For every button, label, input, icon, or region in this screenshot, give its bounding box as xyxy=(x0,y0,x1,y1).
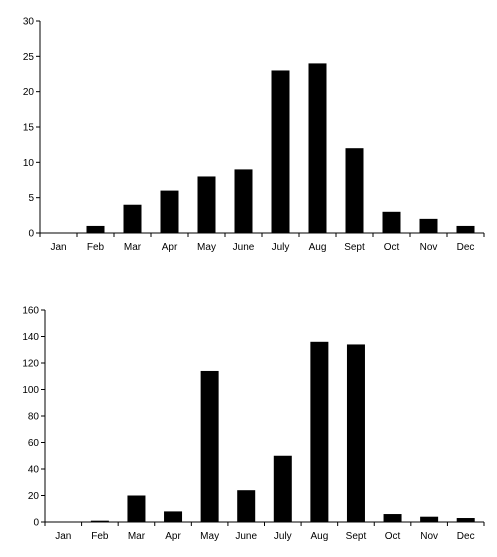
bar-aug xyxy=(308,63,327,234)
y-tick-label: 60 xyxy=(28,438,40,449)
bar-oct xyxy=(383,514,402,522)
bar-apr xyxy=(160,190,179,233)
bar-aug xyxy=(310,341,329,522)
x-tick-label: Jan xyxy=(50,242,66,253)
chart-top: 0 5 10 15 20 25 30 Jan Feb Mar Apr May June July Aug Se… xyxy=(23,17,485,253)
bar-nov xyxy=(420,516,439,522)
x-tick-label: Aug xyxy=(309,242,327,253)
y-tick-label: 25 xyxy=(23,52,35,63)
x-tick-label: Sept xyxy=(346,531,367,542)
bar-sept xyxy=(345,148,364,233)
bar-feb xyxy=(90,520,109,522)
bar-mar xyxy=(123,204,142,233)
y-tick-label: 0 xyxy=(33,518,39,529)
bar-nov xyxy=(419,218,438,233)
y-tick-label: 20 xyxy=(23,87,35,98)
x-tick-label: Mar xyxy=(124,242,142,253)
x-tick-label: Feb xyxy=(87,242,105,253)
bar-july xyxy=(273,455,292,522)
x-tick-label: Jan xyxy=(55,531,71,542)
x-tick-label: Dec xyxy=(457,242,475,253)
y-tick-label: 120 xyxy=(22,359,39,370)
x-tick-label: Sept xyxy=(344,242,365,253)
bar-dec xyxy=(456,518,475,522)
x-tick-label: Nov xyxy=(420,531,438,542)
bar-june xyxy=(237,490,256,522)
x-tick-label: Oct xyxy=(385,531,401,542)
x-tick-label: Apr xyxy=(165,531,181,542)
bar-feb xyxy=(86,225,105,233)
y-tick-label: 10 xyxy=(23,158,35,169)
bar-may xyxy=(200,370,219,522)
x-tick-label: May xyxy=(200,531,219,542)
y-tick-label: 30 xyxy=(23,17,35,28)
y-tick-label: 140 xyxy=(22,332,39,343)
y-tick-label: 15 xyxy=(23,123,35,134)
x-tick-label: Mar xyxy=(128,531,146,542)
x-tick-label: July xyxy=(274,531,292,542)
x-tick-label: July xyxy=(272,242,290,253)
x-tick-label: Dec xyxy=(457,531,475,542)
x-tick-label: Apr xyxy=(162,242,178,253)
bar-june xyxy=(234,169,253,233)
x-tick-label: Oct xyxy=(384,242,400,253)
x-tick-label: June xyxy=(235,531,257,542)
bar-oct xyxy=(382,211,401,233)
bar-may xyxy=(197,176,216,233)
bar-dec xyxy=(456,225,475,233)
bar-apr xyxy=(164,511,183,522)
y-tick-label: 5 xyxy=(28,193,34,204)
y-tick-label: 80 xyxy=(28,412,40,423)
chart-bottom: 0 20 40 60 80 100 120 140 160 Jan Feb Mar Apr May June… xyxy=(22,306,485,542)
x-tick-label: Feb xyxy=(91,531,109,542)
bar-july xyxy=(271,70,290,233)
x-tick-label: May xyxy=(197,242,216,253)
y-tick-label: 0 xyxy=(28,229,34,240)
bar-mar xyxy=(127,495,146,522)
y-tick-label: 20 xyxy=(28,491,40,502)
y-tick-label: 100 xyxy=(22,385,39,396)
y-tick-label: 40 xyxy=(28,465,40,476)
y-tick-label: 160 xyxy=(22,306,39,317)
x-tick-label: Nov xyxy=(420,242,438,253)
x-tick-label: June xyxy=(233,242,255,253)
bar-sept xyxy=(346,344,365,522)
x-tick-label: Aug xyxy=(310,531,328,542)
